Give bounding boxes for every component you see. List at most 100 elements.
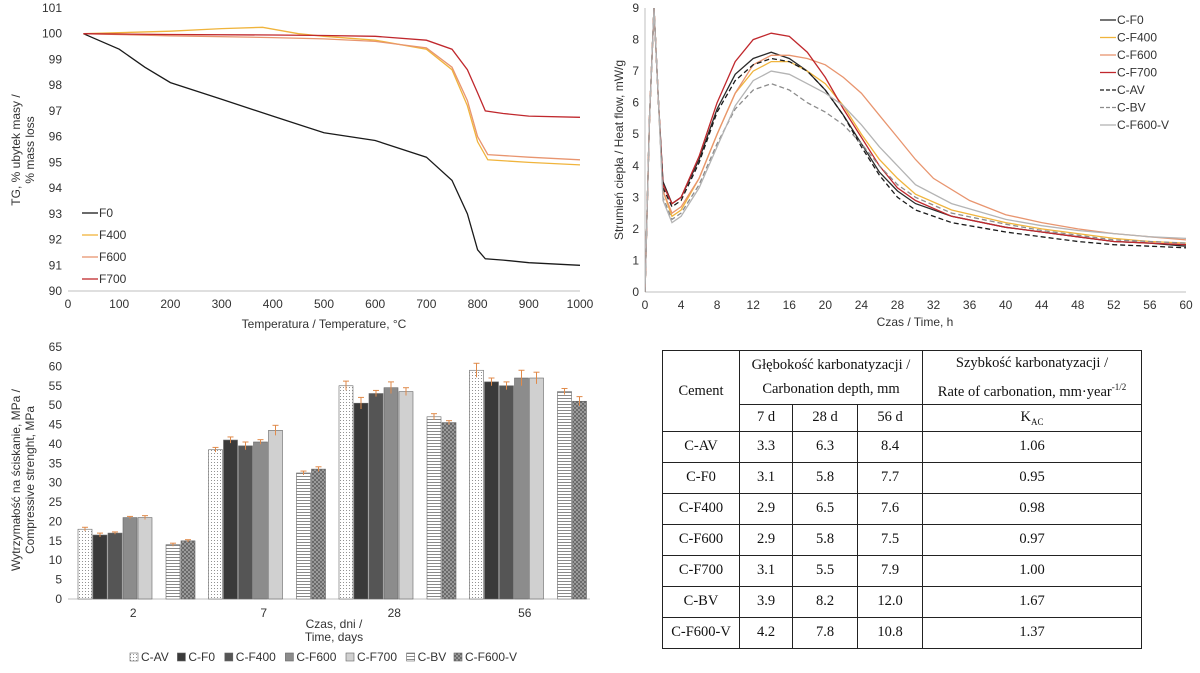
y-tick-label: 10: [49, 553, 63, 567]
x-tick-label: 28: [891, 298, 905, 312]
table-cell-value: 6.3: [792, 430, 858, 463]
y-tick-label: 55: [49, 379, 63, 393]
hf-xlabel: Czas / Time, h: [877, 315, 954, 329]
table-cell-value: 2.9: [739, 492, 793, 525]
y-tick-label: 97: [49, 104, 63, 118]
legend-label-c-f400: C-F400: [1117, 31, 1157, 45]
bar-c-av: [469, 369, 484, 600]
table-cell-value: 10.8: [857, 616, 923, 649]
table-cell-cement: C-F600: [662, 523, 740, 556]
y-tick-label: 6: [632, 96, 639, 110]
y-tick-label: 9: [632, 1, 639, 15]
bar-c-f600-v: [441, 422, 457, 600]
legend-label-c-f0: C-F0: [1117, 13, 1144, 27]
bar-c-f700: [398, 391, 414, 600]
x-tick-label: 800: [468, 297, 488, 311]
bar-c-f400: [499, 385, 514, 600]
series-line-c-f0: [645, 8, 1186, 292]
table-row: C-F700 3.1 5.5 7.9 1.00: [662, 554, 1142, 587]
bar-c-f700: [137, 517, 153, 600]
bar-c-f0: [484, 381, 499, 600]
hf-ylabel: Strumień ciepła / Heat flow, mW/g: [612, 60, 626, 240]
header-depth: Głębokość karbonatyzacji / Carbonation d…: [739, 350, 923, 405]
table-row: C-F600-V 4.2 7.8 10.8 1.37: [662, 616, 1142, 649]
x-tick-label: 32: [927, 298, 941, 312]
y-tick-label: 100: [42, 27, 62, 41]
legend-swatch-c-f400: [224, 652, 234, 662]
header-7d: 7 d: [739, 403, 793, 432]
y-tick-label: 25: [49, 495, 63, 509]
y-tick-label: 65: [49, 340, 63, 354]
table-cell-value: 7.5: [857, 523, 923, 556]
y-tick-label: 5: [55, 573, 62, 587]
x-tick-label: 900: [519, 297, 539, 311]
x-tick-label: 8: [714, 298, 721, 312]
header-rate: Szybkość karbonatyzacji / Rate of carbon…: [922, 350, 1142, 405]
legend-swatch-c-f700: [345, 652, 355, 662]
y-tick-label: 92: [49, 233, 63, 247]
bar-c-f700: [529, 377, 544, 600]
table-cell-value: 8.2: [792, 585, 858, 618]
x-tick-label: 40: [999, 298, 1013, 312]
bar-c-f0: [353, 402, 369, 600]
y-tick-label: 4: [632, 159, 639, 173]
bar-c-f0: [92, 534, 108, 600]
y-tick-label: 95: [49, 155, 63, 169]
tg-ylabel-line1: TG, % ubytek masy /: [9, 94, 23, 206]
legend-label-c-f0: C-F0: [188, 650, 215, 664]
x-tick-label: 56: [1143, 298, 1157, 312]
table-cell-value: 0.98: [922, 492, 1142, 525]
compressive-strength-chart: 0 5 10 15 20 25 30 35 40 45 50 55 60 65 2 7 28 56 C-AV C-F…: [9, 340, 590, 664]
legend-swatch-c-f600-v: [453, 652, 463, 662]
table-row: C-F600 2.9 5.8 7.5 0.97: [662, 523, 1142, 556]
bar-c-av: [77, 528, 93, 600]
bar-c-f600: [122, 517, 138, 600]
table-cell-value: 7.7: [857, 461, 923, 494]
x-tick-label: 100: [109, 297, 129, 311]
tg-xlabel: Temperatura / Temperature, °C: [242, 317, 407, 331]
table-cell-value: 3.1: [739, 461, 793, 494]
table-cell-value: 6.5: [792, 492, 858, 525]
y-tick-label: 93: [49, 207, 63, 221]
y-tick-label: 1: [632, 253, 639, 267]
x-tick-label: 0: [65, 297, 72, 311]
header-28d: 28 d: [792, 403, 858, 432]
bar-c-bv: [165, 544, 181, 600]
legend-label-c-f600: C-F600: [1117, 48, 1157, 62]
header-depth-line1: Głębokość karbonatyzacji /: [751, 357, 911, 374]
legend-label-c-f600-v: C-F600-V: [465, 650, 517, 664]
bar-c-f600: [253, 441, 268, 600]
legend-label-c-f700: C-F700: [1117, 66, 1157, 80]
bar-c-av: [338, 385, 354, 600]
y-tick-label: 2: [632, 222, 639, 236]
table-cell-value: 0.97: [922, 523, 1142, 556]
x-tick-label: 36: [963, 298, 977, 312]
series-line-f0: [83, 33, 580, 266]
y-tick-label: 90: [49, 284, 63, 298]
tg-ylabel-line2: % mass loss: [23, 116, 37, 183]
cs-ylabel-line2: Compressive strenght, MPa: [23, 406, 37, 554]
table-cell-cement: C-F400: [662, 492, 740, 525]
y-tick-label: 91: [49, 258, 63, 272]
legend-label-c-f600-v: C-F600-V: [1117, 118, 1169, 132]
y-tick-label: 99: [49, 52, 63, 66]
series-line-c-f400: [645, 8, 1186, 292]
x-tick-label: 20: [819, 298, 833, 312]
category-label: 28: [388, 606, 402, 620]
y-tick-label: 60: [49, 359, 63, 373]
carbonation-table-panel: Cement Głębokość karbonatyzacji / Carbon…: [662, 350, 1142, 649]
y-tick-label: 35: [49, 456, 63, 470]
table-cell-value: 3.1: [739, 554, 793, 587]
series-line-c-f700: [645, 8, 1186, 292]
x-tick-label: 60: [1179, 298, 1193, 312]
legend-label-c-f400: C-F400: [236, 650, 276, 664]
x-tick-label: 700: [416, 297, 436, 311]
category-label: 7: [260, 606, 267, 620]
table-cell-cement: C-F600-V: [662, 616, 740, 649]
header-rate-line2: Rate of carbonation, mm·year: [937, 383, 1112, 400]
carbonation-table: Cement Głębokość karbonatyzacji / Carbon…: [662, 350, 1142, 649]
legend-label-c-f600: C-F600: [296, 650, 336, 664]
table-cell-value: 1.00: [922, 554, 1142, 587]
table-row: C-F400 2.9 6.5 7.6 0.98: [662, 492, 1142, 525]
legend-label-c-av: C-AV: [1117, 83, 1145, 97]
